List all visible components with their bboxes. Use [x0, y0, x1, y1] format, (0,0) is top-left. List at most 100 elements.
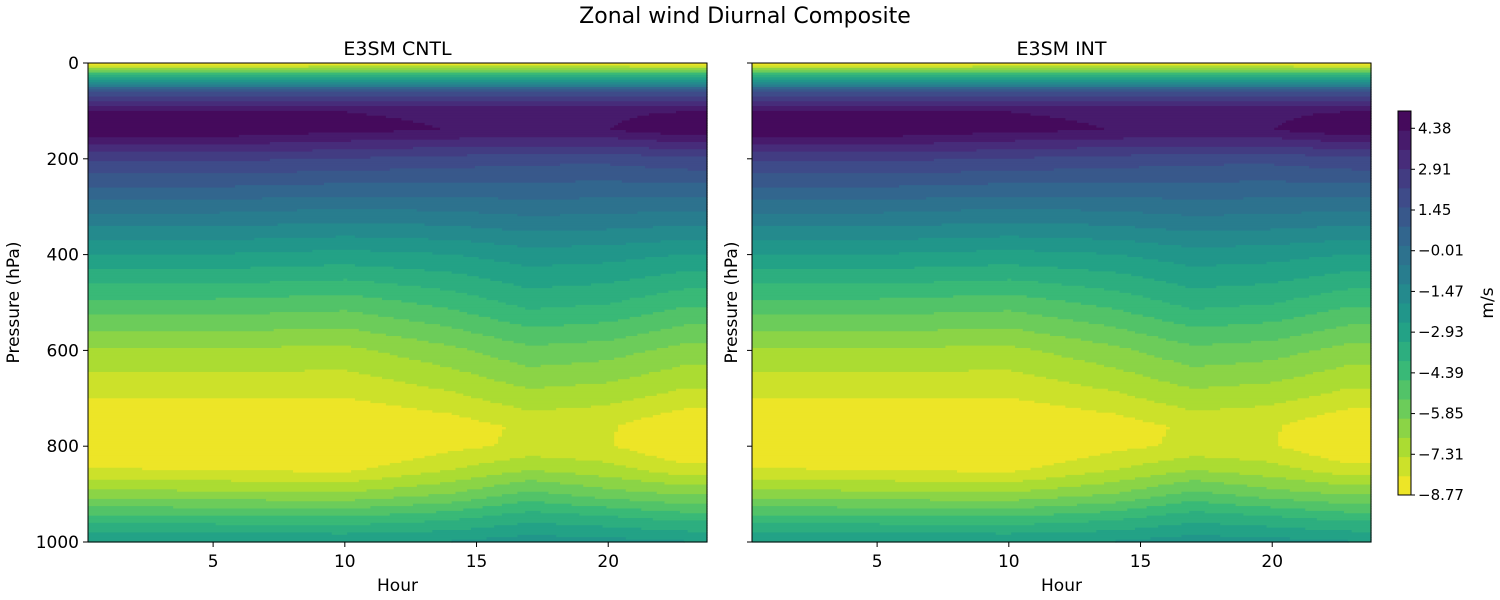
- contour-cell: [1301, 115, 1372, 119]
- contour-cell: [142, 467, 368, 471]
- contour-cell: [926, 197, 1163, 201]
- contour-cell: [88, 381, 406, 385]
- contour-cell: [88, 369, 306, 373]
- contour-cell: [1235, 245, 1372, 249]
- contour-cell: [1049, 115, 1302, 119]
- contour-cell: [752, 122, 1090, 126]
- contour-cell: [459, 309, 666, 313]
- contour-cell: [614, 439, 708, 443]
- contour-cell: [752, 343, 1109, 347]
- contour-cell: [521, 407, 557, 411]
- contour-cell: [88, 336, 402, 340]
- contour-cell: [1324, 369, 1372, 373]
- contour-cell: [618, 379, 708, 383]
- contour-cell: [1208, 501, 1330, 505]
- contour-cell: [1223, 163, 1275, 167]
- contour-cell: [752, 161, 1372, 165]
- contour-cell: [474, 350, 646, 354]
- contour-cell: [1340, 388, 1372, 392]
- contour-cell: [1185, 264, 1217, 268]
- contour-cell: [467, 273, 662, 277]
- contour-cell: [752, 336, 1066, 340]
- contour-cell: [614, 436, 708, 440]
- contour-cell: [1015, 139, 1322, 143]
- contour-cell: [88, 362, 433, 366]
- contour-cell: [752, 395, 1136, 399]
- contour-cell: [752, 429, 1167, 433]
- contour-cell: [88, 156, 372, 160]
- panel-e3sm-cntl: E3SM CNTL 5 10 15 20 0 200 400 600 800 1000 Hour…: [4, 38, 708, 596]
- contour-cell: [752, 89, 1372, 93]
- contour-cell: [335, 235, 356, 239]
- contour-cell: [752, 302, 1082, 306]
- contour-cell: [409, 357, 499, 361]
- contour-cell: [443, 388, 677, 392]
- figure-title: Zonal wind Diurnal Composite: [579, 4, 911, 29]
- contour-cell: [88, 63, 708, 66]
- contour-cell: [482, 506, 608, 510]
- contour-cell: [494, 242, 627, 246]
- contour-cell: [250, 266, 395, 270]
- contour-cell: [895, 479, 1024, 483]
- contour-cell: [1088, 455, 1190, 459]
- contour-cell: [618, 424, 708, 428]
- contour-cell: [752, 264, 989, 268]
- contour-cell: [1181, 501, 1210, 505]
- colorbar-band: [1398, 245, 1411, 266]
- contour-cell: [215, 297, 383, 301]
- contour-cell: [451, 326, 673, 330]
- contour-cell: [1351, 168, 1372, 172]
- contour-cell: [648, 470, 708, 474]
- contour-cell: [1135, 331, 1314, 335]
- contour-cell: [88, 103, 708, 107]
- contour-cell: [606, 506, 708, 510]
- contour-cell: [752, 237, 919, 241]
- contour-cell: [1293, 316, 1372, 320]
- contour-cell: [393, 486, 484, 490]
- contour-cell: [1119, 491, 1183, 495]
- contour-cell: [1165, 338, 1279, 342]
- contour-cell: [752, 446, 1148, 450]
- contour-cell: [1158, 259, 1291, 263]
- contour-cell: [660, 412, 708, 416]
- contour-cell: [1046, 297, 1152, 301]
- contour-cell: [752, 431, 1167, 435]
- contour-cell: [312, 249, 372, 253]
- contour-cell: [1007, 278, 1012, 282]
- contour-cell: [752, 273, 1132, 277]
- contour-cell: [602, 460, 677, 464]
- colorbar-tick-label: 4.38: [1418, 119, 1451, 137]
- contour-cell: [471, 395, 646, 399]
- contour-cell: [752, 362, 1097, 366]
- contour-cell: [999, 235, 1020, 239]
- contour-cell: [1340, 271, 1372, 275]
- x-tick-label: 5: [872, 552, 883, 572]
- contour-cell: [1320, 292, 1372, 296]
- contour-cell: [1042, 465, 1132, 469]
- contour-cell: [88, 309, 341, 313]
- contour-cell: [1022, 479, 1121, 483]
- contour-cell: [752, 474, 1066, 478]
- contour-cell: [1165, 434, 1279, 438]
- contour-cell: [1088, 520, 1372, 524]
- contour-cell: [1150, 376, 1295, 380]
- contour-cell: [606, 228, 708, 232]
- contour-cell: [1185, 407, 1221, 411]
- contour-cell: [752, 348, 1032, 351]
- contour-cell: [625, 130, 708, 134]
- contour-cell: [937, 328, 1024, 332]
- contour-cell: [88, 405, 402, 409]
- contour-cell: [1204, 364, 1345, 368]
- contour-cell: [752, 201, 1372, 205]
- contour-cell: [752, 300, 1066, 304]
- contour-cell: [393, 266, 708, 270]
- colorbar-band: [1398, 341, 1411, 362]
- contour-cell: [752, 257, 1144, 260]
- contour-cell: [1123, 137, 1283, 141]
- contour-cell: [88, 204, 708, 208]
- contour-cell: [88, 218, 708, 222]
- contour-cell: [88, 194, 708, 198]
- contour-cell: [1282, 319, 1372, 323]
- contour-cell: [752, 371, 1024, 375]
- contour-cell: [88, 314, 379, 318]
